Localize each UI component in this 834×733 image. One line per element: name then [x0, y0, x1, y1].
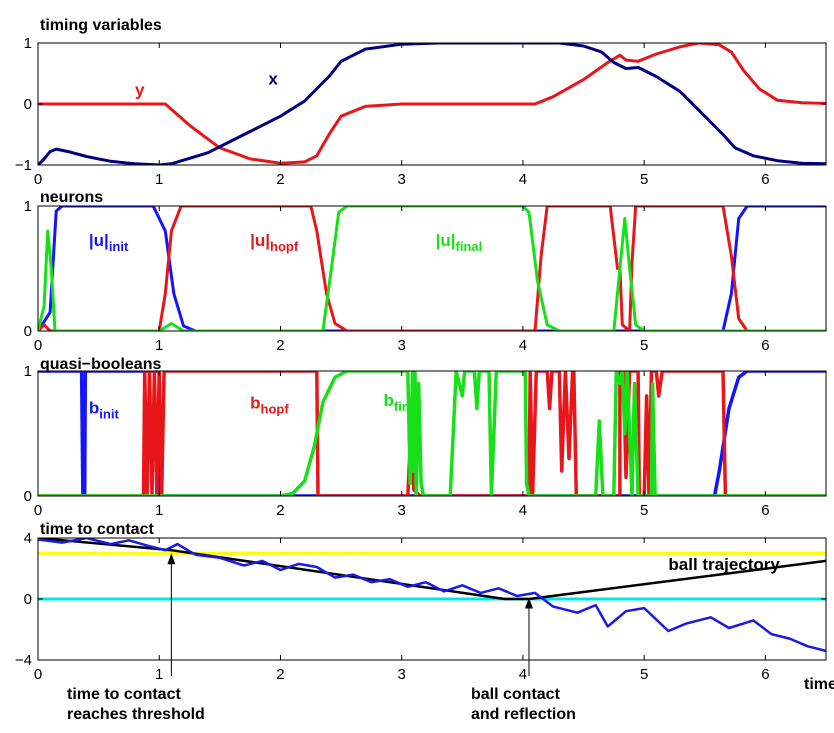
- x-tick-label: 6: [761, 666, 769, 683]
- series-time-to-contact: [38, 538, 826, 653]
- series-label: ball trajectory: [668, 555, 780, 574]
- y-tick-label: 4: [24, 530, 32, 547]
- panel-title: neurons: [40, 189, 103, 206]
- series--u-hopf: [38, 206, 826, 331]
- y-tick-label: 1: [24, 35, 32, 52]
- series--u-final: [38, 206, 826, 331]
- series-y: [38, 43, 826, 165]
- x-tick-label: 0: [34, 171, 42, 188]
- x-tick-label: 4: [519, 502, 527, 519]
- x-tick-label: 1: [155, 666, 163, 683]
- x-tick-label: 1: [155, 502, 163, 519]
- x-tick-label: 5: [640, 171, 648, 188]
- series-label: bhopf: [250, 394, 289, 417]
- annotation-text: and reflection: [471, 706, 576, 723]
- series-ball-trajectory: [38, 538, 826, 601]
- series-label: bfinal: [384, 391, 421, 414]
- series-binit: [38, 371, 826, 496]
- x-tick-label: 6: [761, 337, 769, 354]
- annotation-text: time to contact: [67, 686, 181, 703]
- series-label: |u|hopf: [250, 231, 299, 254]
- annotation-arrowhead: [167, 553, 176, 565]
- y-tick-label: 1: [24, 198, 32, 215]
- x-tick-label: 0: [34, 502, 42, 519]
- x-tick-label: 3: [398, 337, 406, 354]
- x-tick-label: 2: [276, 337, 284, 354]
- x-tick-label: 2: [276, 666, 284, 683]
- series-bfinal: [38, 371, 826, 496]
- x-tick-label: 3: [398, 502, 406, 519]
- y-tick-label: −4: [15, 652, 32, 669]
- y-tick-label: 0: [24, 591, 32, 608]
- plot-frame: [37, 370, 827, 497]
- chart-panel-3: 0 1 2 3 4 5 6 1 0 quasi−booleans binit bhopf bfinal: [24, 356, 827, 519]
- x-tick-label: 0: [34, 666, 42, 683]
- x-tick-label: 6: [761, 502, 769, 519]
- series-group: [38, 43, 826, 165]
- y-tick-label: −1: [15, 157, 32, 174]
- x-tick-label: 5: [640, 666, 648, 683]
- chart-panel-2: 0 1 2 3 4 5 6 1 0 neurons |u|init |u|hopf |u|final: [24, 189, 827, 354]
- x-tick-label: 5: [640, 502, 648, 519]
- x-tick-label: 3: [398, 171, 406, 188]
- series--u-init: [38, 206, 826, 331]
- x-tick-label: 2: [276, 171, 284, 188]
- x-tick-label: 4: [519, 171, 527, 188]
- x-tick-label: 1: [155, 337, 163, 354]
- series-label: |u|init: [89, 231, 129, 254]
- y-tick-label: 0: [24, 96, 32, 113]
- x-tick-label: 1: [155, 171, 163, 188]
- annotation-arrowhead: [524, 597, 533, 609]
- panel-title: timing variables: [40, 17, 162, 34]
- x-tick-label: 4: [519, 666, 527, 683]
- y-tick-label: 0: [24, 323, 32, 340]
- x-tick-label: 4: [519, 337, 527, 354]
- annotation-text: reaches threshold: [67, 706, 205, 723]
- series-label: binit: [89, 399, 120, 422]
- x-tick-label: 0: [34, 337, 42, 354]
- series-group: [38, 538, 826, 653]
- x-axis-label: time: [804, 676, 834, 693]
- series-x: [38, 43, 826, 165]
- panel-title: quasi−booleans: [40, 356, 161, 373]
- panel-title: time to contact: [40, 521, 154, 538]
- series-group: [38, 206, 826, 331]
- y-tick-label: 1: [24, 363, 32, 380]
- x-tick-label: 5: [640, 337, 648, 354]
- series-label: |u|final: [436, 231, 483, 254]
- series-label: y: [135, 80, 145, 99]
- series-group: [38, 371, 826, 496]
- series-label: x: [268, 69, 278, 88]
- annotation-text: ball contact: [471, 686, 561, 703]
- x-tick-label: 2: [276, 502, 284, 519]
- y-tick-label: 0: [24, 488, 32, 505]
- series-bhopf: [38, 371, 826, 496]
- x-tick-label: 3: [398, 666, 406, 683]
- plot-frame: [37, 205, 827, 332]
- x-tick-label: 6: [761, 171, 769, 188]
